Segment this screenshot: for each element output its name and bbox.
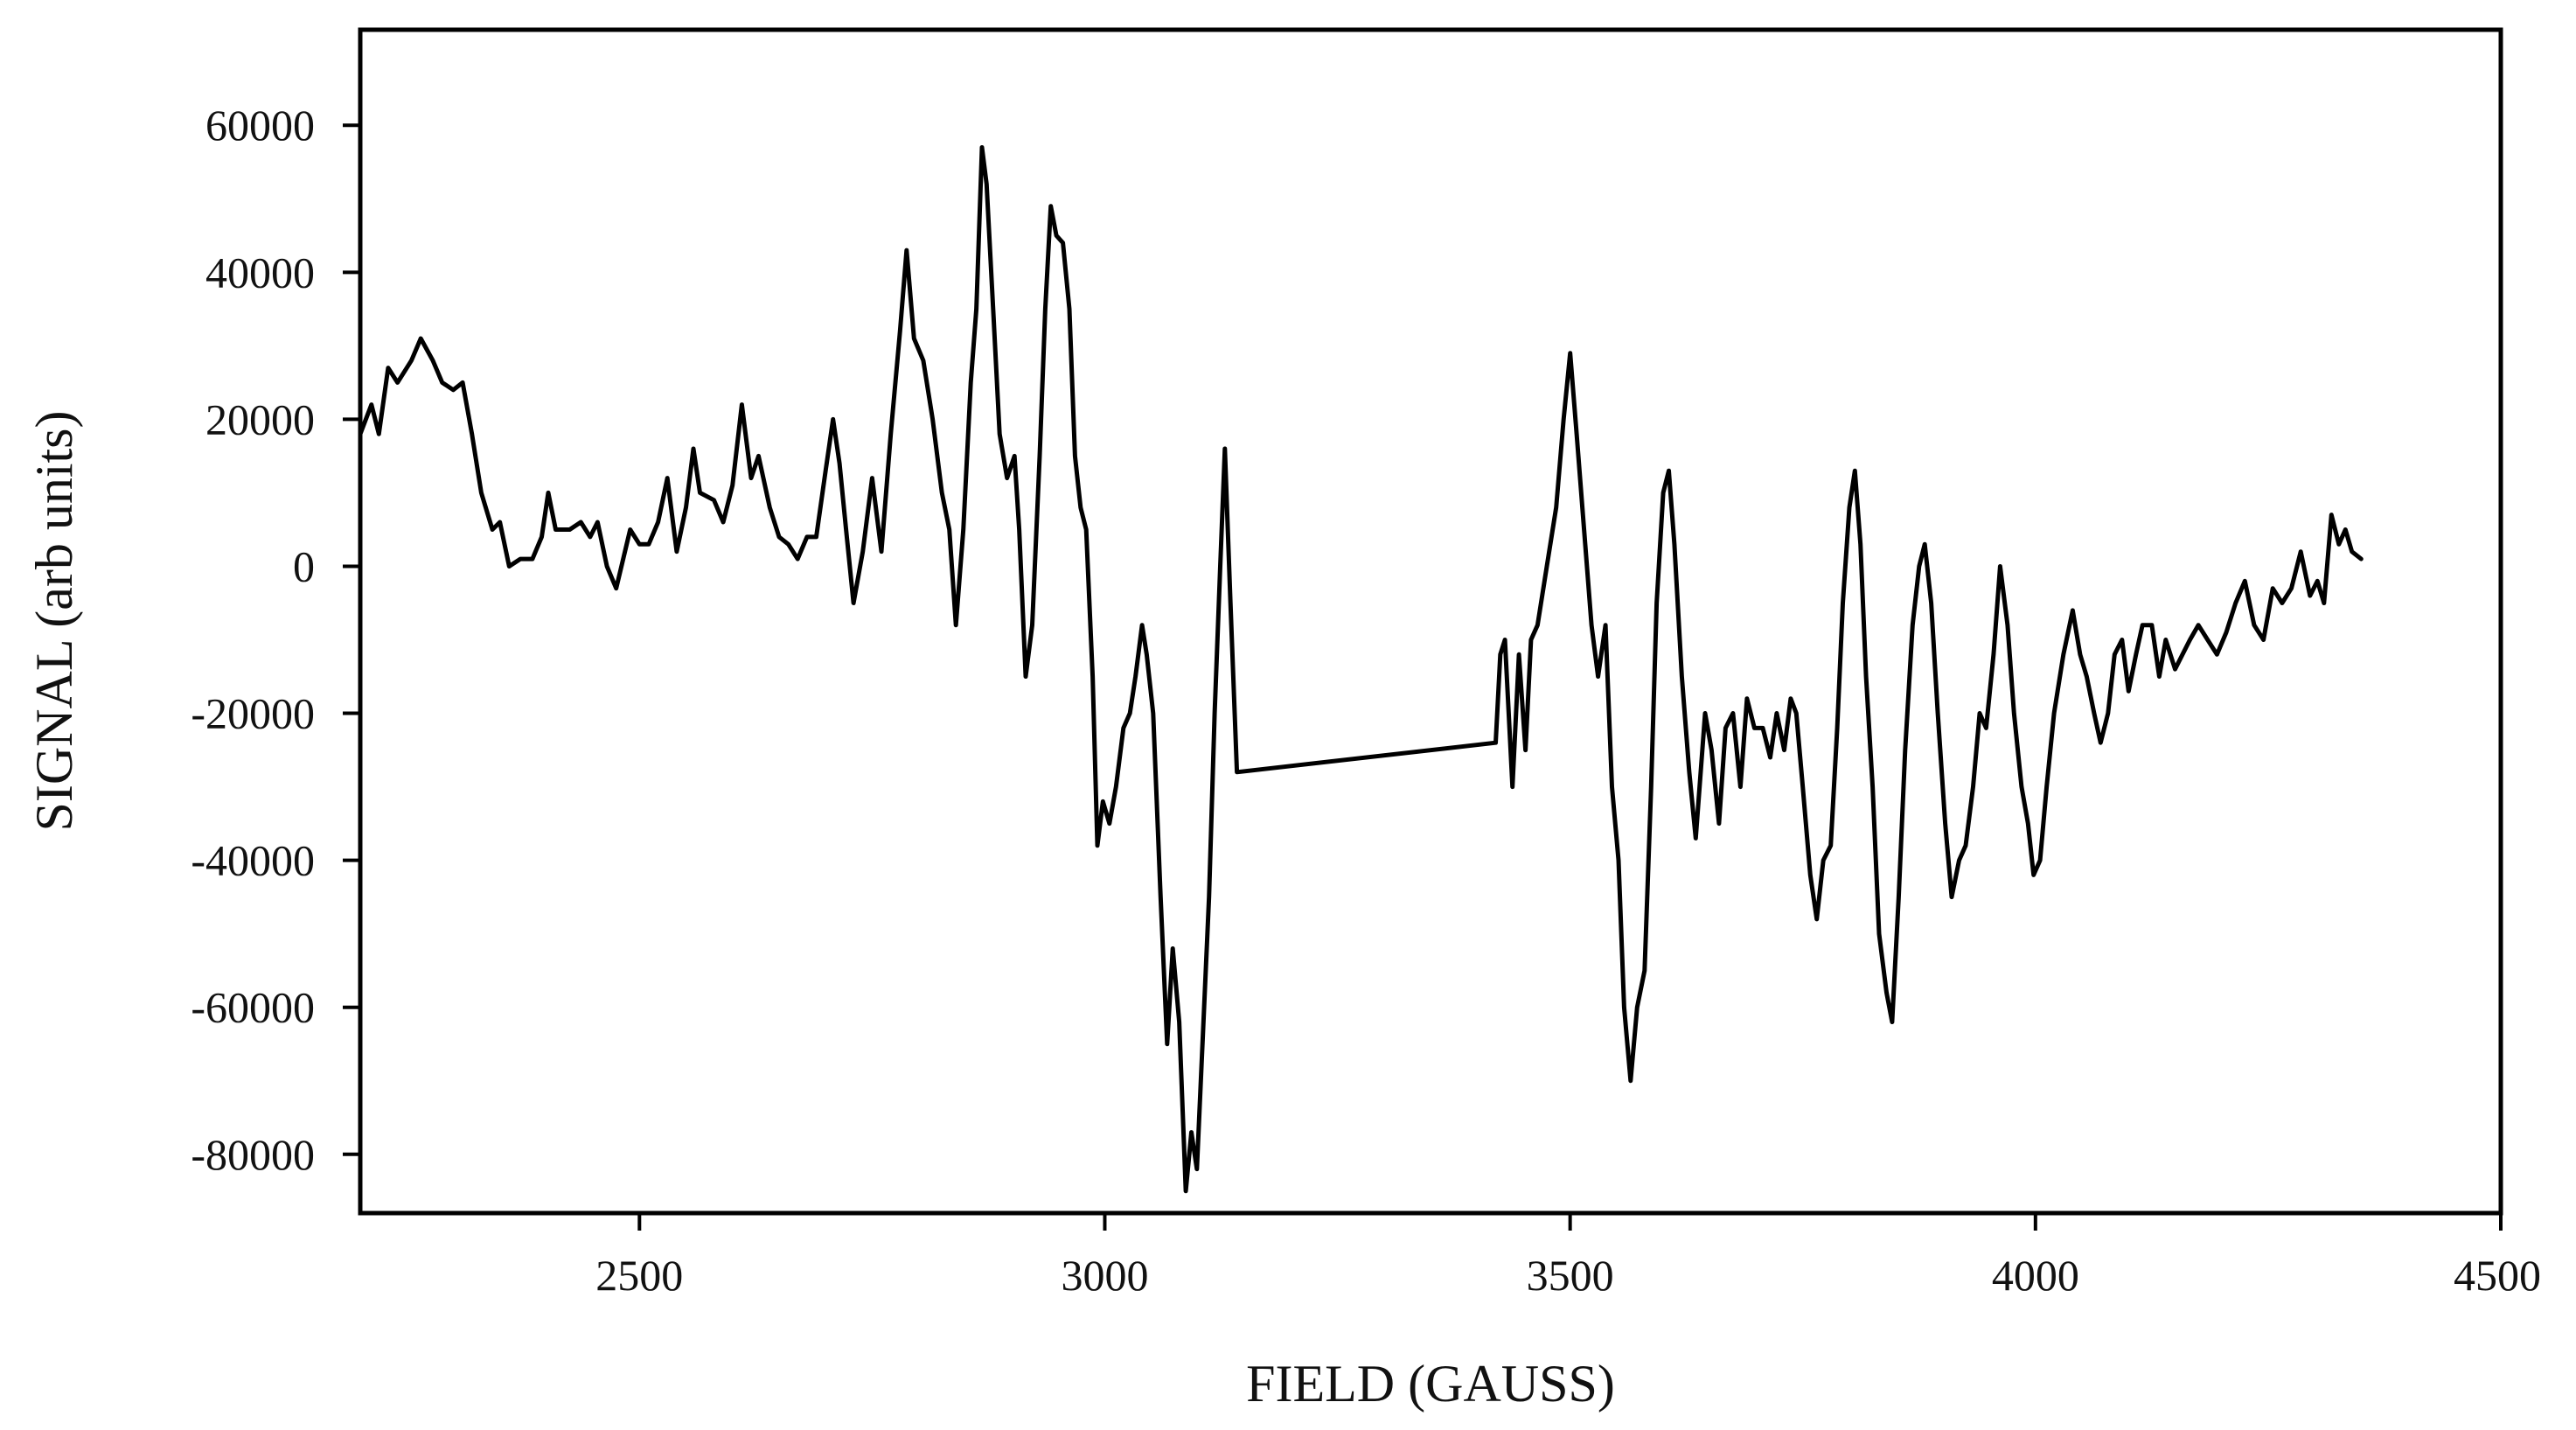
x-tick-label: 2500 xyxy=(595,1251,683,1300)
y-axis-ticks: 60000 40000 20000 0 -20000 -40000 -60000 -80000 xyxy=(191,101,360,1179)
y-tick-label: -60000 xyxy=(191,983,315,1032)
x-tick-label: 4000 xyxy=(1992,1251,2079,1300)
y-tick-label: -40000 xyxy=(191,836,315,885)
y-tick-label: 40000 xyxy=(205,248,315,296)
y-tick-label: 60000 xyxy=(205,101,315,150)
signal-series-line xyxy=(358,145,2364,1194)
plot-area-frame xyxy=(358,27,2503,1216)
x-tick-label: 3000 xyxy=(1061,1251,1148,1300)
x-axis-ticks: 2500 3000 3500 4000 4500 xyxy=(595,1213,2541,1300)
x-tick-label: 3500 xyxy=(1527,1251,1614,1300)
y-tick-label: -20000 xyxy=(191,689,315,738)
y-tick-label: 20000 xyxy=(205,394,315,443)
y-tick-label: 0 xyxy=(293,541,315,590)
x-tick-label: 4500 xyxy=(2454,1251,2541,1300)
y-tick-label: -80000 xyxy=(191,1130,315,1179)
x-axis-title: FIELD (GAUSS) xyxy=(1246,1355,1615,1413)
y-axis-title: SIGNAL (arb units) xyxy=(25,410,83,831)
